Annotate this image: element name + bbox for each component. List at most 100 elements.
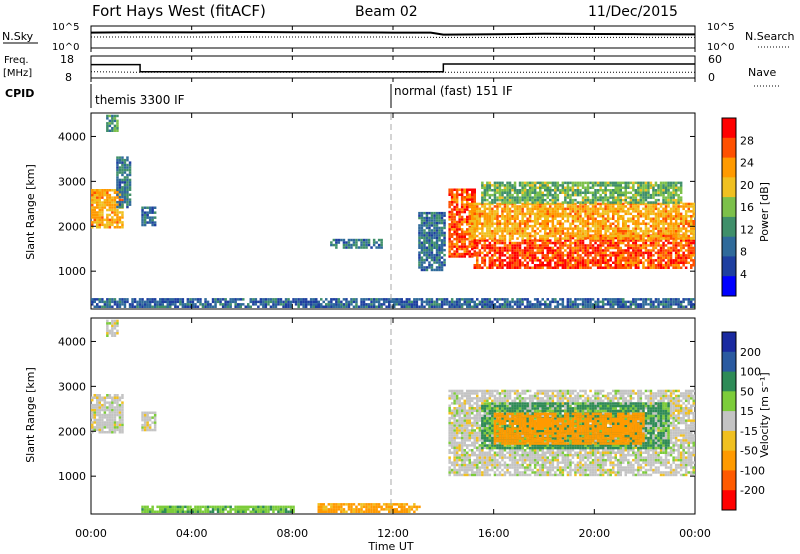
heatmap-cell [533, 239, 537, 242]
heatmap-cell [493, 249, 497, 252]
colorbar-swatch [722, 177, 736, 198]
heatmap-cell [143, 421, 147, 424]
heatmap-cell [541, 303, 544, 306]
heatmap-cell [463, 191, 466, 194]
heatmap-cell [365, 246, 368, 249]
heatmap-cell [289, 300, 293, 304]
heatmap-cell [458, 409, 461, 412]
heatmap-cell [604, 236, 607, 240]
heatmap-cell [143, 213, 147, 217]
heatmap-cell [622, 254, 625, 257]
heatmap-cell [282, 303, 285, 306]
heatmap-cell [433, 226, 436, 230]
heatmap-cell [473, 212, 476, 216]
heatmap-cell [528, 191, 532, 194]
heatmap-cell [96, 216, 99, 219]
heatmap-cell [116, 421, 119, 424]
heatmap-cell [672, 202, 675, 206]
heatmap-cell [586, 305, 590, 308]
heatmap-cell [624, 234, 627, 238]
heatmap-cell [526, 264, 529, 267]
heatmap-cell [466, 431, 469, 435]
heatmap-cell [644, 249, 648, 252]
heatmap-cell [526, 207, 529, 211]
heatmap-cell [659, 210, 663, 213]
heatmap-cell [156, 300, 159, 304]
heatmap-cell [425, 248, 429, 252]
heatmap-cell [126, 186, 129, 189]
heatmap-cell [516, 191, 519, 194]
heatmap-cell [428, 241, 431, 244]
heatmap-cell [632, 234, 635, 238]
heatmap-cell [536, 300, 539, 304]
heatmap-cell [559, 298, 562, 301]
heatmap-cell [511, 266, 514, 269]
heatmap-cell [556, 222, 560, 225]
heatmap-cell [541, 234, 544, 238]
heatmap-cell [659, 212, 663, 216]
heatmap-cell [642, 239, 645, 242]
heatmap-cell [606, 303, 610, 306]
heatmap-cell [428, 256, 431, 259]
heatmap-cell [627, 210, 630, 213]
heatmap-cell [496, 298, 499, 301]
heatmap-cell [453, 414, 456, 417]
heatmap-cell [546, 266, 549, 269]
heatmap-cell [566, 217, 570, 220]
heatmap-cell [141, 300, 144, 304]
heatmap-cell [123, 198, 127, 201]
heatmap-cell [450, 421, 454, 425]
heatmap-cell [460, 247, 464, 251]
heatmap-cell [531, 246, 534, 250]
heatmap-cell [664, 229, 668, 233]
heatmap-cell [546, 196, 549, 199]
heatmap-cell [393, 300, 396, 304]
heatmap-cell [679, 198, 683, 202]
heatmap-cell [337, 298, 341, 301]
heatmap-cell [664, 222, 668, 225]
heatmap-cell [398, 298, 401, 301]
heatmap-cell [687, 236, 690, 240]
heatmap-cell [617, 266, 620, 269]
heatmap-cell [430, 236, 434, 240]
heatmap-cell [408, 303, 411, 306]
heatmap-cell [111, 418, 114, 422]
heatmap-cell [476, 222, 479, 225]
heatmap-cell [574, 220, 577, 223]
heatmap-cell [599, 264, 602, 267]
heatmap-cell [604, 246, 607, 250]
heatmap-cell [692, 259, 695, 262]
heatmap-cell [664, 189, 668, 192]
heatmap-cell [533, 254, 537, 257]
heatmap-cell [657, 239, 660, 242]
heatmap-cell [496, 259, 499, 262]
heatmap-cell [466, 416, 469, 420]
heatmap-cell [667, 229, 670, 233]
heatmap-cell [687, 300, 690, 304]
heatmap-cell [458, 412, 461, 415]
heatmap-cell [448, 228, 451, 231]
heatmap-cell [554, 189, 557, 192]
heatmap-cell [506, 196, 509, 199]
heatmap-cell [503, 305, 507, 308]
heatmap-cell [438, 226, 441, 230]
heatmap-cell [639, 210, 643, 213]
heatmap-cell [342, 303, 346, 306]
heatmap-cell [566, 227, 570, 230]
heatmap-cell [101, 189, 104, 192]
heatmap-cell [677, 196, 680, 199]
heatmap-cell [544, 259, 547, 262]
heatmap-cell [589, 222, 592, 225]
heatmap-cell [513, 251, 517, 255]
heatmap-cell [549, 181, 552, 185]
heatmap-cell [559, 202, 562, 206]
heatmap-cell [418, 266, 421, 269]
heatmap-cell [103, 421, 107, 424]
heatmap-cell [604, 249, 607, 252]
heatmap-cell [216, 298, 220, 301]
heatmap-cell [229, 298, 232, 301]
heatmap-cell [679, 237, 683, 240]
heatmap-cell [101, 216, 104, 219]
heatmap-cell [687, 246, 690, 250]
heatmap-cell [642, 181, 645, 185]
